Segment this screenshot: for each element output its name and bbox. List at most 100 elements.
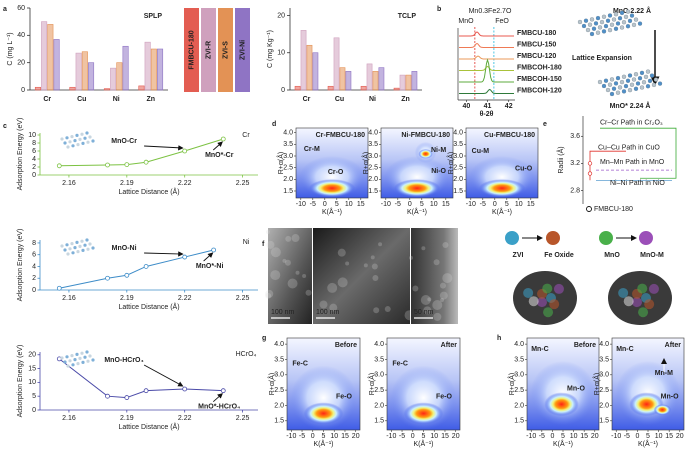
bar xyxy=(399,74,406,91)
y-tick-label: 2.0 xyxy=(453,176,463,183)
y-tick-label: 2.5 xyxy=(453,165,463,172)
y-tick-label: 40 xyxy=(17,32,25,39)
y-axis-label: Adsorption Energy (eV) xyxy=(17,345,24,418)
x-tick-label: 10 xyxy=(655,433,663,440)
crystal-atom xyxy=(81,360,85,364)
x-tick-label: Cr xyxy=(43,96,51,103)
crystal-atom xyxy=(619,10,625,16)
x-tick-label: 0 xyxy=(493,201,497,208)
y-tick-label: 3.5 xyxy=(514,356,524,363)
tem-particle xyxy=(412,285,419,292)
x-tick-label: 0 xyxy=(550,433,554,440)
tem-particle xyxy=(302,273,307,278)
data-point xyxy=(182,386,188,392)
data-point xyxy=(220,388,226,394)
crystal-atom xyxy=(639,85,645,90)
crystal-atom xyxy=(65,243,69,247)
crystal-atom xyxy=(71,251,75,255)
crystal-atom xyxy=(619,79,625,85)
bar xyxy=(81,51,88,91)
x-tick-label: 2.16 xyxy=(62,415,76,422)
crystal-atom xyxy=(86,247,90,251)
path-node xyxy=(587,171,593,176)
path-node xyxy=(587,161,593,166)
y-tick-label: 4 xyxy=(32,156,36,163)
sample-label: FMBCOH-180 xyxy=(517,64,562,71)
crystal-atom xyxy=(591,26,597,31)
lattice-label: MnO 2.22 Å xyxy=(613,6,651,15)
bar xyxy=(144,41,151,91)
x-tick-label: -10 xyxy=(381,201,391,208)
y-axis-label: C (mg L⁻¹) xyxy=(7,32,14,65)
x-tick-label: Zn xyxy=(401,96,410,103)
tem-particle xyxy=(266,230,270,234)
crystal-atom xyxy=(621,89,627,94)
x-tick-label: 42 xyxy=(505,103,513,110)
y-tick-label: 0 xyxy=(32,407,36,414)
bar xyxy=(393,87,400,91)
y-axis-label: R+α(Å) xyxy=(267,373,276,396)
crystal-atom xyxy=(65,355,69,359)
y-tick-label: 10 xyxy=(28,132,36,139)
tem-particle xyxy=(282,258,287,263)
annotation: MnO*-HCrO₄ xyxy=(198,404,240,411)
peak-label: Mn-O xyxy=(567,385,585,392)
crystal-atom xyxy=(595,15,601,21)
x-tick-label: Ni xyxy=(113,96,120,103)
tem-image xyxy=(411,228,458,324)
crystal-atom xyxy=(641,80,647,85)
crystal-atom xyxy=(86,140,90,144)
x-tick-label: -5 xyxy=(399,433,405,440)
bar xyxy=(103,88,110,91)
y-axis-label: R+α(Å) xyxy=(367,373,376,396)
crystal-atom xyxy=(605,87,611,93)
crystal-atom xyxy=(88,135,92,139)
crystal-atom xyxy=(66,364,70,368)
x-tick-label: 2.25 xyxy=(236,415,250,422)
x-tick-label: 5 xyxy=(335,201,339,208)
x-tick-label: Cu xyxy=(77,96,86,103)
tem-particle xyxy=(421,246,426,251)
x-tick-label: -10 xyxy=(611,433,621,440)
crystal-atom xyxy=(75,352,79,356)
crystal-atom xyxy=(63,360,67,364)
crystal-atom xyxy=(637,21,643,26)
peak-label: Fe-C xyxy=(292,361,308,368)
x-tick-label: 15 xyxy=(580,433,588,440)
y-axis-label: R+α(Å) xyxy=(446,152,455,175)
legend-label: FMBCU-180 xyxy=(188,30,195,69)
x-tick-label: 0 xyxy=(323,201,327,208)
y-axis-label: R+α(Å) xyxy=(361,152,370,175)
crystal-atom xyxy=(625,24,631,29)
x-tick-label: 10 xyxy=(430,201,438,208)
y-tick-label: 3.2 xyxy=(570,160,580,167)
y-tick-label: 2.5 xyxy=(368,165,378,172)
crystal-atom xyxy=(613,26,619,31)
chart-title: SPLP xyxy=(144,13,163,20)
map-title: Before xyxy=(335,342,357,349)
panel-letter: b xyxy=(437,6,441,13)
x-tick-label: 10 xyxy=(570,433,578,440)
y-tick-label: 6 xyxy=(32,148,36,155)
scheme-dot xyxy=(543,307,554,318)
annotation-arrow xyxy=(143,364,184,387)
tem-particle xyxy=(370,255,375,260)
legend-swatch xyxy=(184,8,199,92)
crystal-atom xyxy=(68,359,72,363)
wavelet-blob xyxy=(303,402,344,425)
y-tick-label: 3.5 xyxy=(368,141,378,148)
annotation-arrow xyxy=(212,393,223,403)
legend-label: HCrO₄ xyxy=(236,351,257,358)
y-tick-label: 4.0 xyxy=(453,130,463,137)
x-tick-label: 41 xyxy=(484,103,492,110)
bar xyxy=(41,21,48,91)
x-axis-label: K(Å⁻¹) xyxy=(492,207,512,216)
x-tick-label: 20 xyxy=(452,433,460,440)
tem-particle xyxy=(423,306,432,315)
x-tick-label: -5 xyxy=(539,433,545,440)
crystal-atom xyxy=(647,78,653,84)
series-line xyxy=(59,138,224,167)
scheme-dot xyxy=(536,297,547,308)
crystal-atom xyxy=(76,250,80,254)
crystal-atom xyxy=(611,17,617,22)
